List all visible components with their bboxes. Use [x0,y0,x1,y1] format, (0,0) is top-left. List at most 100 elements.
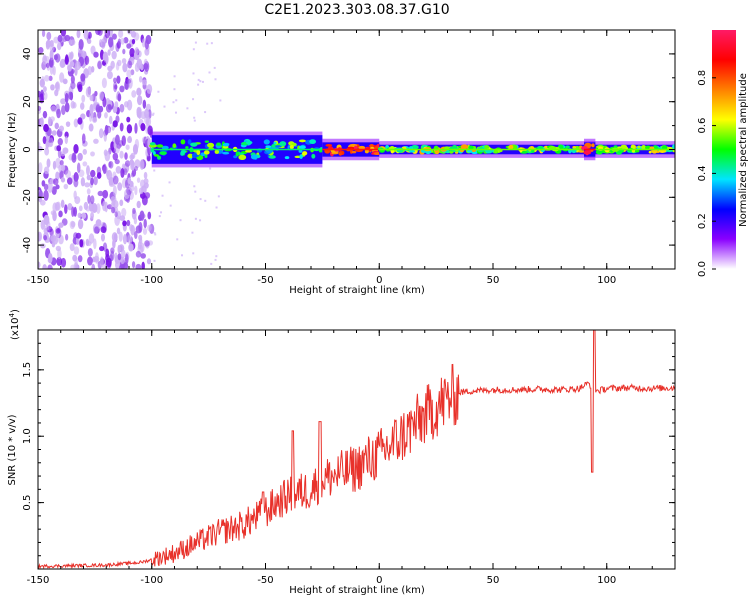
heatmap-noise-cell [90,211,94,220]
heatmap-noise-cell [141,261,145,269]
heatmap-noise-cell [100,226,107,234]
heatmap-noise-cell [47,181,53,193]
heatmap-noise-cell [114,134,120,145]
heatmap-noise-cell [104,30,111,39]
heatmap-noise-cell [117,182,123,191]
heatmap-cell [273,141,277,145]
x-tick-label: 100 [597,575,616,586]
heatmap-noise-cell [174,111,177,114]
heatmap-noise-cell [80,113,86,120]
heatmap-noise-cell [96,203,101,214]
heatmap-noise-cell [73,190,77,200]
x-tick-label: 0 [376,575,382,586]
heatmap-cell [204,154,208,159]
heatmap-noise-cell [127,135,133,144]
heatmap-noise-cell [38,141,41,148]
snr-y-ticks: 0.5 1.0 1.5 [22,329,675,570]
heatmap-noise-cell [153,169,156,172]
heatmap-noise-cell [128,243,134,252]
heatmap-cell [364,149,369,154]
heatmap-cell [445,150,450,154]
heatmap-noise-cell [50,84,55,91]
heatmap-noise-cell [152,112,155,115]
heatmap-noise-cell [116,75,121,84]
heatmap-noise-cell [43,235,48,241]
heatmap-noise-cell [136,106,142,116]
heatmap-noise-cell [67,65,72,72]
heatmap-noise-cell [87,31,92,39]
heatmap-noise-cell [134,159,141,169]
heatmap-noise-cell [67,203,73,211]
heatmap-cell [595,149,603,155]
heatmap-noise-cell [210,42,213,45]
heatmap-cell [309,139,317,145]
heatmap-cell [484,145,490,149]
heatmap-noise-cell [59,170,64,180]
heatmap-noise-cell [111,199,116,206]
heatmap-noise-cell [59,72,65,83]
heatmap-noise-cell [54,89,59,97]
heatmap-cell [302,151,308,156]
heatmap-noise-cell [38,232,41,242]
heatmap-noise-cell [93,138,99,144]
heatmap-noise-cell [169,204,172,207]
heatmap-cell [153,154,160,157]
heatmap-noise-cell [84,55,90,66]
heatmap-cell [467,149,473,153]
heatmap-cell [187,139,192,145]
heatmap-noise-cell [138,221,143,233]
heatmap-noise-cell [80,73,86,82]
heatmap-noise-cell [56,108,61,119]
heatmap-cell [196,149,201,155]
heatmap-noise-cell [106,70,113,80]
heatmap-noise-cell [95,252,99,262]
heatmap-noise-cell [95,30,101,35]
heatmap-noise-cell [143,178,149,185]
heatmap-noise-cell [104,124,109,136]
heatmap-noise-cell [47,264,53,269]
heatmap-noise-cell [79,102,85,110]
heatmap-noise-cell [53,178,59,186]
heatmap-noise-cell [126,124,133,134]
heatmap-noise-cell [54,82,60,90]
heatmap-cell [284,156,290,160]
x-tick-label: 0 [376,275,382,286]
heatmap-noise-cell [118,30,124,39]
heatmap-noise-cell [81,133,86,144]
heatmap-noise-cell [118,264,125,269]
heatmap-noise-cell [100,233,106,242]
heatmap-noise-cell [136,87,142,96]
heatmap-noise-cell [112,185,117,197]
heatmap-noise-cell [74,173,79,181]
heatmap-noise-cell [71,206,75,218]
heatmap-cell [187,153,194,159]
heatmap-noise-cell [95,219,102,227]
heatmap-noise-cell [79,239,84,248]
heatmap-noise-cell [102,200,107,212]
heatmap-noise-cell [56,256,63,266]
heatmap-noise-cell [193,185,196,188]
heatmap-noise-cell [76,30,81,39]
heatmap-noise-cell [60,98,67,105]
heatmap-noise-cell [65,169,72,179]
heatmap-noise-cell [45,139,49,150]
heatmap-noise-cell [121,207,127,217]
heatmap-noise-cell [117,244,121,254]
heatmap-noise-cell [57,34,63,43]
heatmap-noise-cell [56,145,62,152]
heatmap-cell [222,143,230,147]
heatmap-noise-cell [93,51,99,58]
heatmap-cell [351,150,357,154]
heatmap-cell [508,144,514,150]
heatmap-noise-cell [38,47,44,54]
heatmap-noise-cell [219,99,222,102]
heatmap-noise-cell [142,227,148,235]
heatmap-noise-cell [146,84,153,95]
heatmap-cell [250,154,258,160]
heatmap-noise-cell [117,38,122,46]
heatmap-noise-cell [137,241,142,250]
heatmap-noise-cell [60,177,66,183]
heatmap-cell [203,150,210,155]
heatmap-noise-cell [146,258,152,265]
heatmap-noise-cell [140,122,146,132]
